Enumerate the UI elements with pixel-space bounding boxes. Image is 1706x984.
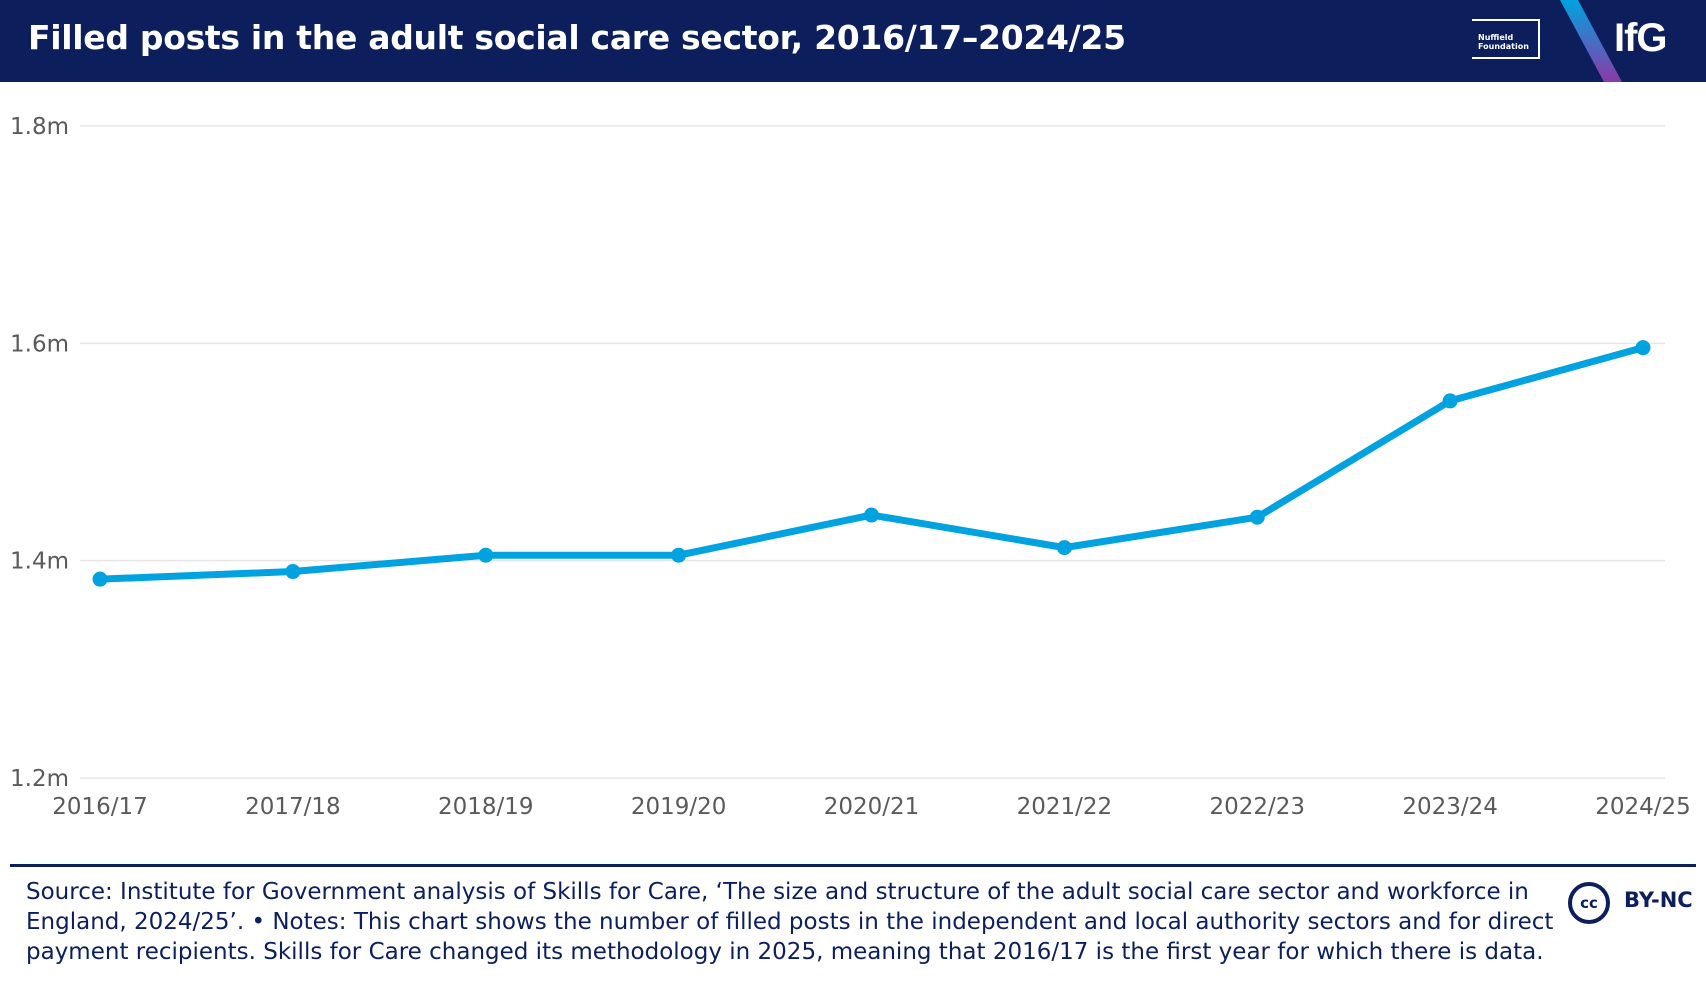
gridlines [80,125,1665,779]
data-point[interactable] [671,547,687,563]
x-tick-label: 2023/24 [1402,794,1498,820]
nuffield-foundation-logo: Nuffield Foundation [1472,19,1540,59]
series-line [96,344,1647,583]
footer-divider [10,864,1696,867]
x-axis-ticks: 2016/17 2017/18 2018/19 2019/20 2020/21 2021/… [52,794,1691,820]
y-tick-label: 1.4m [10,549,69,575]
x-tick-label: 2019/20 [631,794,727,820]
data-point[interactable] [1056,540,1072,556]
x-tick-label: 2018/19 [438,794,534,820]
x-tick-label: 2021/22 [1017,794,1113,820]
x-tick-label: 2022/23 [1209,794,1305,820]
license-badge[interactable]: cc BY-NC [1568,880,1698,924]
creative-commons-icon: cc [1568,882,1610,924]
line-chart: 1.2m1.4m1.6m1.8m 2016/17 2017/18 2018/19 20… [10,114,1691,820]
x-tick-label: 2016/17 [52,794,148,820]
chart-title: Filled posts in the adult social care se… [28,18,1126,57]
series-filled-posts [92,340,1651,587]
x-tick-label: 2024/25 [1595,794,1691,820]
data-point[interactable] [864,507,879,523]
data-point[interactable] [1249,509,1265,525]
y-tick-label: 1.8m [10,114,69,140]
data-point[interactable] [1635,340,1651,356]
ifg-stripe-icon [1560,0,1622,82]
y-tick-label: 1.2m [10,766,69,792]
license-label: BY-NC [1624,888,1693,912]
y-axis-ticks: 1.2m 1.4m 1.6m 1.8m [10,114,69,792]
source-notes: Source: Institute for Government analysi… [26,879,1554,965]
y-tick-label: 1.6m [10,331,69,357]
data-point[interactable] [478,547,494,563]
data-point[interactable] [92,571,108,587]
nuffield-logo-text: Nuffield Foundation [1478,33,1529,51]
x-tick-label: 2017/18 [245,794,341,820]
data-point[interactable] [285,564,301,580]
x-tick-label: 2020/21 [824,794,920,820]
data-point[interactable] [1442,393,1458,409]
header-bar: Filled posts in the adult social care se… [0,0,1706,82]
ifg-logo: IfG [1614,16,1668,60]
